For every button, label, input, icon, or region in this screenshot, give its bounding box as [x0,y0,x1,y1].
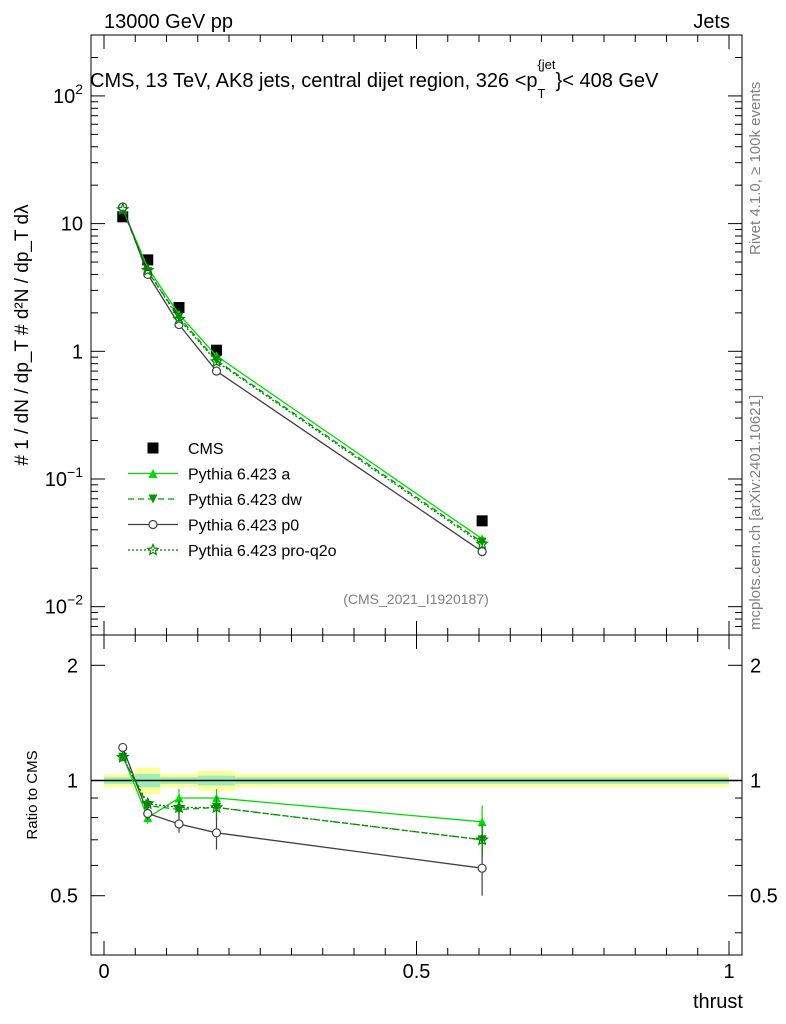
marker-star [140,796,155,810]
legend-label: Pythia 6.423 pro-q2o [188,543,337,560]
marker-star [475,832,489,846]
marker-star [172,800,186,814]
marker-star [209,354,224,368]
marker-square [173,302,185,314]
x-tick-label: 0.5 [403,961,431,983]
main-y-tick-label-exponent: 2 [75,81,83,97]
chart-title-superscript: {jet [537,57,555,72]
marker-square [476,515,488,527]
series-line [122,206,483,553]
series-line [122,209,483,545]
ratio-y-tick-label-left: 2 [67,655,78,677]
x-axis-label: thrust [693,991,743,1013]
series-line [122,209,483,543]
main-series-cms [117,211,488,527]
rivet-version-label: Rivet 4.1.0, ≥ 100k events [747,82,764,255]
ratio-x-ticks: 0 0.5 1 [98,635,735,983]
marker-circle [477,546,487,557]
marker-star [141,263,155,277]
ratio-cms-uncertainty-band [91,767,742,795]
marker-circle [211,828,222,838]
chart-title-end: }< 408 GeV [556,70,660,92]
main-y-tick-label-base: 10 [45,469,67,491]
marker-circle [211,366,222,376]
marker-square [117,211,129,223]
legend-label: Pythia 6.423 a [188,467,290,484]
main-y-tick-label: 10−1 [45,464,83,491]
ratio-series-pythia-6-423-dw [118,752,487,858]
analysis-id-label: (CMS_2021_I1920187) [343,591,489,607]
header-jets-label: Jets [693,11,730,33]
legend-entry: Pythia 6.423 a [128,467,290,484]
legend: CMS Pythia 6.423 a Pythia 6.423 dw Pythia 6… [128,441,337,560]
marker-triangle-up [174,793,184,803]
main-series-pythia-6-423-dw [118,205,487,547]
main-series-pythia-6-423-a [118,204,487,544]
marker-star [146,542,160,556]
main-series-pythia-6-423-pro-q2o [116,202,489,550]
main-y-tick-label-base: 10 [45,597,67,619]
legend-entry: Pythia 6.423 p0 [128,518,299,535]
legend-label: Pythia 6.423 p0 [188,518,299,535]
marker-triangle-down [477,537,487,547]
ratio-panel-frame [90,634,743,956]
main-y-axis-label: # 1 / dN / dp_T # d²N / dp_T dλ [12,204,33,466]
marker-star [116,202,130,216]
marker-star [172,312,186,326]
series-line [122,208,483,540]
chart-title-subscript: T [538,86,546,101]
ratio-y-tick-label-right: 1 [750,771,761,793]
main-y-tick-label-exponent: −1 [67,464,83,480]
marker-square [211,344,222,356]
ratio-series-pythia-6-423-pro-q2o [115,750,489,858]
main-y-tick-label: 10 [61,214,83,236]
marker-triangle-up [477,817,487,827]
ratio-series-pythia-6-423-a [118,751,487,840]
marker-triangle-down [174,312,184,322]
ratio-y-tick-label-right: 2 [750,655,761,677]
ratio-series-group [115,742,489,896]
chart-title: CMS, 13 TeV, AK8 jets, central dijet reg… [90,57,659,101]
marker-square [147,442,159,454]
marker-triangle-down [212,355,221,365]
legend-entry: Pythia 6.423 pro-q2o [128,542,337,560]
marker-square [142,254,154,266]
ratio-y-tick-label-right: 0.5 [750,886,778,908]
marker-circle [148,519,158,530]
x-tick-label: 0 [98,961,109,983]
main-y-tick-label: 10−2 [45,592,83,619]
main-y-tick-label-exponent: −2 [67,592,83,608]
header-energy-label: 13000 GeV pp [104,11,233,33]
marker-circle [174,819,184,829]
marker-triangle-down [148,494,158,504]
legend-entry: CMS [147,441,224,458]
mcplots-reference-label: mcplots.cern.ch [arXiv:2401.10621] [747,395,764,630]
main-x-ticks [103,35,730,635]
marker-star [209,800,224,814]
ratio-y-tick-label-left: 1 [67,771,78,793]
ratio-y-ticks: 0.5 0.5 1 1 2 2 [50,655,778,934]
x-tick-label: 1 [723,961,734,983]
ratio-series-pythia-6-423-p0 [118,742,487,896]
main-y-tick-label-base: 10 [53,86,75,108]
legend-label: CMS [188,441,224,458]
main-y-tick-label: 102 [53,81,83,108]
marker-star [475,536,489,550]
marker-star [115,750,130,763]
main-y-tick-label: 1 [72,341,83,363]
chart-title-main: CMS, 13 TeV, AK8 jets, central dijet reg… [90,70,538,92]
marker-circle [143,808,153,819]
main-series-group [116,202,489,557]
legend-entry: Pythia 6.423 dw [128,492,302,509]
marker-circle [477,863,487,873]
legend-label: Pythia 6.423 dw [188,492,302,509]
ratio-y-tick-label-left: 0.5 [50,886,78,908]
marker-triangle-up [148,469,158,478]
main-series-pythia-6-423-p0 [118,202,487,557]
ratio-y-axis-label: Ratio to CMS [24,750,41,839]
marker-circle [118,742,128,753]
